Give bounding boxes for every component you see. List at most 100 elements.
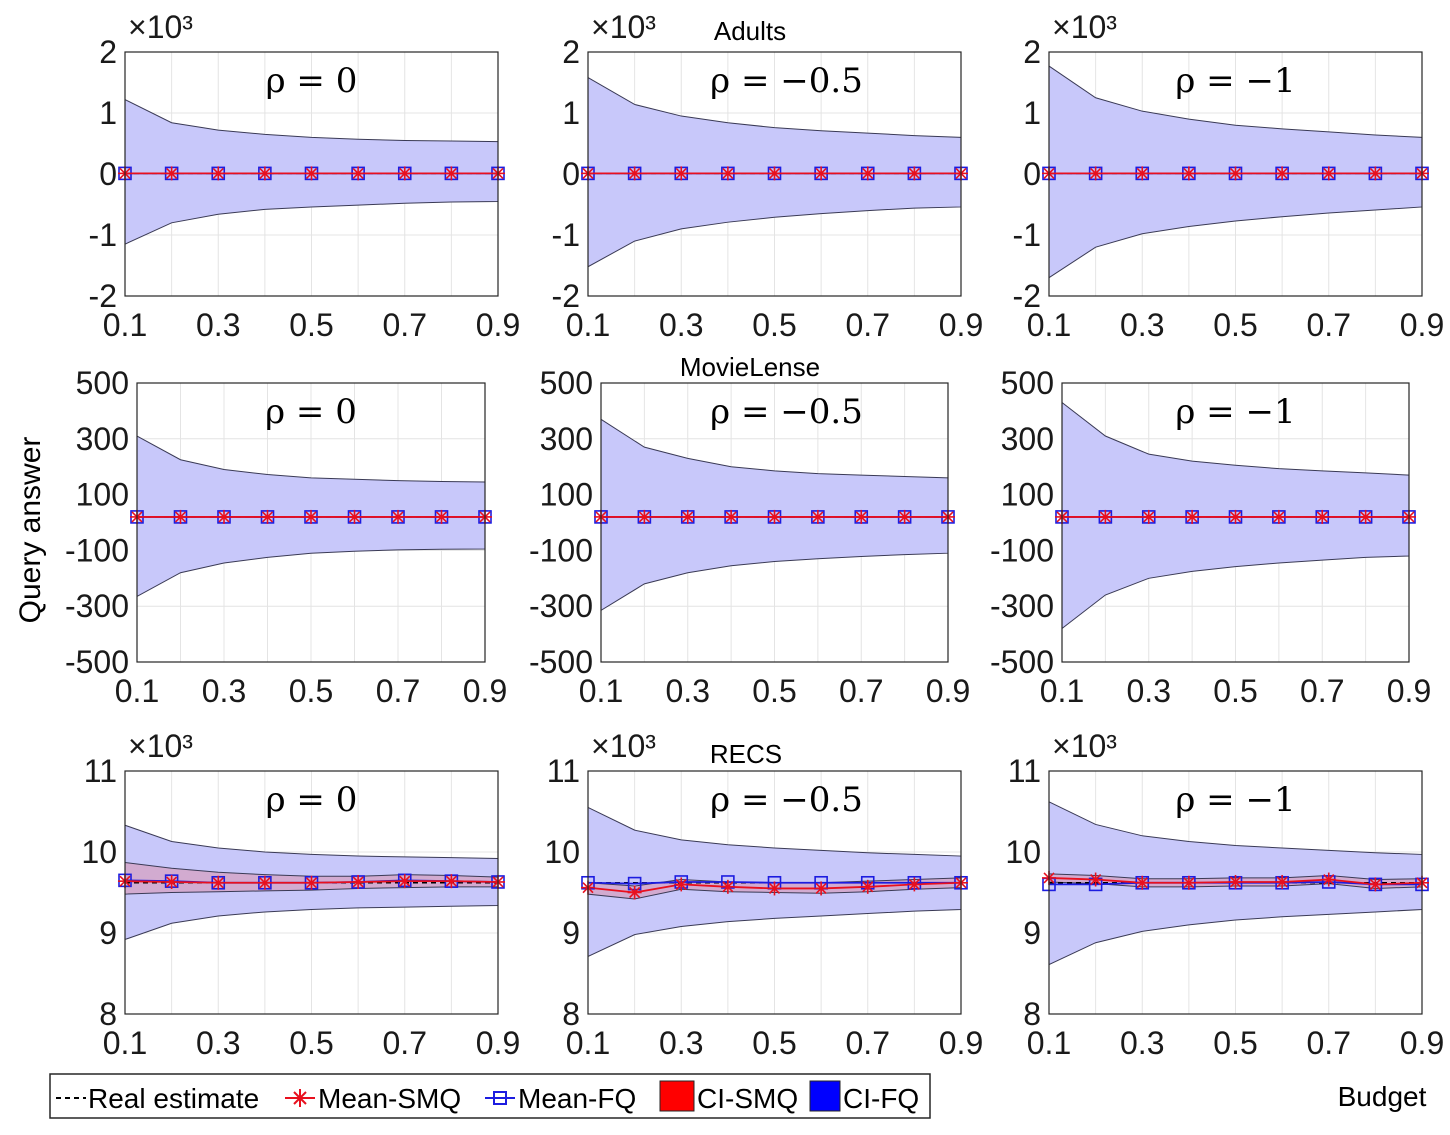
y-tick-label: 0 bbox=[562, 156, 580, 192]
mean-smq-marker bbox=[1228, 509, 1243, 524]
y-tick-label: -1 bbox=[1013, 217, 1041, 253]
row-title-recs: RECS bbox=[710, 739, 782, 769]
mean-smq-marker bbox=[627, 166, 642, 181]
x-tick-label: 0.7 bbox=[1300, 673, 1344, 709]
x-tick-label: 0.9 bbox=[476, 307, 520, 343]
mean-smq-marker bbox=[164, 874, 179, 889]
mean-smq-marker bbox=[1321, 872, 1336, 887]
x-tick-label: 0.1 bbox=[115, 673, 159, 709]
y-tick-label: -500 bbox=[529, 644, 593, 680]
y-tick-label: 300 bbox=[540, 421, 593, 457]
y-tick-label: 300 bbox=[76, 421, 129, 457]
y-tick-label: 10 bbox=[1005, 834, 1041, 870]
y-tick-label: 9 bbox=[562, 915, 580, 951]
axes-box bbox=[136, 382, 486, 663]
y-tick-label: 100 bbox=[1001, 477, 1054, 513]
axes-box bbox=[1048, 770, 1423, 1015]
y-tick-label: 1 bbox=[1023, 95, 1041, 131]
y-tick-label: 10 bbox=[81, 834, 117, 870]
panel-adults-1: 2 1 0 -1 -20.1 0.3 0.5 0.7 0.9 ×10³ ρ = −0.5 bbox=[552, 9, 984, 343]
mean-smq-marker bbox=[1358, 509, 1373, 524]
y-tick-label: 1 bbox=[562, 95, 580, 131]
y-tick-label: -2 bbox=[552, 278, 580, 314]
x-tick-label: 0.5 bbox=[289, 1025, 333, 1061]
axis-multiplier: ×10³ bbox=[1052, 9, 1117, 45]
mean-smq-marker bbox=[1275, 874, 1290, 889]
y-tick-label: -1 bbox=[89, 217, 117, 253]
x-tick-label: 0.7 bbox=[376, 673, 420, 709]
x-tick-label: 0.3 bbox=[666, 673, 710, 709]
y-tick-label: -500 bbox=[65, 644, 129, 680]
mean-smq-marker bbox=[860, 879, 875, 894]
y-tick-label: 0 bbox=[99, 156, 117, 192]
panel-title: ρ = 0 bbox=[266, 780, 358, 820]
mean-smq-marker bbox=[860, 166, 875, 181]
x-tick-label: 0.9 bbox=[1400, 307, 1444, 343]
mean-smq-marker bbox=[351, 874, 366, 889]
x-tick-label: 0.9 bbox=[476, 1025, 520, 1061]
mean-smq-marker bbox=[257, 166, 272, 181]
mean-smq-marker bbox=[1228, 874, 1243, 889]
mean-smq-marker bbox=[810, 509, 825, 524]
x-tick-label: 0.7 bbox=[846, 307, 890, 343]
y-tick-label: 8 bbox=[99, 996, 117, 1032]
x-tick-label: 0.3 bbox=[1120, 1025, 1164, 1061]
x-tick-label: 0.5 bbox=[752, 1025, 796, 1061]
y-tick-label: 11 bbox=[84, 753, 117, 789]
x-tick-label: 0.5 bbox=[752, 307, 796, 343]
axis-multiplier: ×10³ bbox=[1052, 728, 1117, 764]
x-tick-label: 0.3 bbox=[202, 673, 246, 709]
panel-recs-2: 11 10 9 80.1 0.3 0.5 0.7 0.9 ×10³ ρ = −1 bbox=[1005, 728, 1444, 1061]
mean-smq-marker bbox=[164, 166, 179, 181]
mean-smq-marker bbox=[444, 874, 459, 889]
legend-label-ci-smq: CI-SMQ bbox=[697, 1083, 798, 1114]
legend-box bbox=[49, 1073, 931, 1119]
panel-recs-1: 11 10 9 80.1 0.3 0.5 0.7 0.9 ×10³ ρ = −0.5 bbox=[544, 728, 983, 1061]
x-tick-label: 0.5 bbox=[752, 673, 796, 709]
panel-title: ρ = 0 bbox=[266, 61, 358, 101]
x-tick-label: 0.9 bbox=[939, 1025, 983, 1061]
x-tick-label: 0.3 bbox=[196, 1025, 240, 1061]
x-tick-label: 0.5 bbox=[1213, 673, 1257, 709]
panel-title: ρ = −1 bbox=[1175, 61, 1295, 101]
x-tick-label: 0.7 bbox=[1307, 1025, 1351, 1061]
mean-smq-marker bbox=[1135, 166, 1150, 181]
mean-smq-marker bbox=[257, 875, 272, 890]
x-tick-label: 0.5 bbox=[1213, 1025, 1257, 1061]
x-tick-label: 0.7 bbox=[383, 307, 427, 343]
axes-box bbox=[587, 51, 962, 297]
mean-smq-marker bbox=[767, 881, 782, 896]
x-tick-label: 0.3 bbox=[196, 307, 240, 343]
mean-smq-marker bbox=[211, 166, 226, 181]
mean-smq-marker bbox=[434, 509, 449, 524]
mean-smq-marker bbox=[1321, 166, 1336, 181]
mean-smq-marker bbox=[767, 166, 782, 181]
x-tick-label: 0.9 bbox=[463, 673, 507, 709]
mean-smq-marker bbox=[724, 509, 739, 524]
x-tick-label: 0.9 bbox=[1387, 673, 1431, 709]
x-tick-label: 0.1 bbox=[579, 673, 623, 709]
y-tick-label: 100 bbox=[76, 477, 129, 513]
x-tick-label: 0.3 bbox=[659, 1025, 703, 1061]
mean-smq-marker bbox=[854, 509, 869, 524]
mean-smq-marker bbox=[1275, 166, 1290, 181]
legend-label-fq: Mean-FQ bbox=[518, 1083, 636, 1114]
mean-smq-marker bbox=[173, 509, 188, 524]
axis-multiplier: ×10³ bbox=[591, 728, 656, 764]
x-tick-label: 0.1 bbox=[1040, 673, 1084, 709]
x-tick-label: 0.3 bbox=[659, 307, 703, 343]
x-tick-label: 0.1 bbox=[566, 1025, 610, 1061]
x-tick-label: 0.7 bbox=[846, 1025, 890, 1061]
mean-smq-marker bbox=[444, 166, 459, 181]
y-tick-label: 9 bbox=[99, 915, 117, 951]
mean-smq-marker bbox=[391, 509, 405, 524]
asterisk-marker-icon bbox=[285, 1089, 315, 1107]
mean-smq-marker bbox=[260, 509, 275, 524]
mean-smq-marker bbox=[1368, 877, 1383, 892]
x-tick-label: 0.1 bbox=[1027, 1025, 1071, 1061]
mean-smq-marker bbox=[397, 166, 412, 181]
